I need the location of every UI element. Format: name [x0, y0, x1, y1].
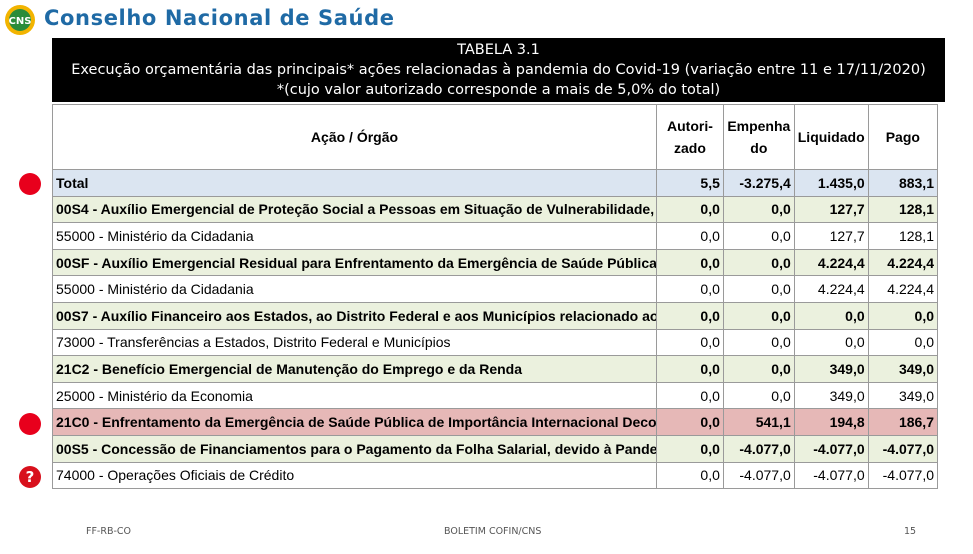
cell-autorizado: 0,0 — [656, 328, 724, 357]
cell-liquidado: 194,8 — [793, 408, 869, 436]
cell-autorizado: 0,0 — [656, 275, 724, 303]
table-row: 00S7 - Auxílio Financeiro aos Estados, a… — [52, 301, 939, 330]
table-header-row: Ação / Órgão Autori-zado Empenha do Liqui… — [52, 104, 939, 170]
cell-liquidado: 4.224,4 — [793, 275, 869, 303]
cell-pago: 0,0 — [867, 328, 939, 357]
row-label: 25000 - Ministério da Economia — [52, 381, 657, 410]
cell-autorizado: 0,0 — [656, 408, 724, 436]
cell-liquidado: 0,0 — [793, 301, 869, 330]
table-row: 21C2 - Benefício Emergencial de Manutenç… — [52, 355, 939, 383]
table-number: TABELA 3.1 — [457, 42, 540, 58]
cell-pago: 128,1 — [867, 222, 939, 250]
table-note: *(cujo valor autorizado corresponde a ma… — [276, 82, 721, 98]
cell-autorizado: 0,0 — [656, 248, 724, 277]
row-label: 00S7 - Auxílio Financeiro aos Estados, a… — [52, 301, 657, 330]
cell-empenhado: 0,0 — [722, 381, 795, 410]
col-autorizado-header: Autori-zado — [656, 104, 724, 170]
row-label: 73000 - Transferências a Estados, Distri… — [52, 328, 657, 357]
col-liquidado-header: Liquidado — [793, 104, 869, 170]
table-row: 55000 - Ministério da Cidadania 0,0 0,0 … — [52, 222, 939, 250]
logo-text: CNS — [9, 16, 32, 27]
row-label: 21C0 - Enfrentamento da Emergência de Sa… — [52, 408, 657, 436]
cell-liquidado: -4.077,0 — [793, 434, 869, 463]
cell-pago: 4.224,4 — [867, 275, 939, 303]
question-mark-icon: ? — [19, 466, 41, 488]
table-row: 73000 - Transferências a Estados, Distri… — [52, 328, 939, 357]
footer-left: FF-RB-CO — [86, 526, 132, 537]
cell-empenhado: 0,0 — [722, 301, 795, 330]
site-title: Conselho Nacional de Saúde — [44, 6, 395, 30]
table-row: 74000 - Operações Oficiais de Crédito 0,… — [52, 461, 939, 490]
cell-empenhado: -3.275,4 — [722, 169, 795, 197]
cell-pago: 0,0 — [867, 301, 939, 330]
table-row: 25000 - Ministério da Economia 0,0 0,0 3… — [52, 381, 939, 410]
cell-liquidado: 349,0 — [793, 355, 869, 383]
table-row: 00SF - Auxílio Emergencial Residual para… — [52, 248, 939, 277]
row-label: 00S4 - Auxílio Emergencial de Proteção S… — [52, 195, 657, 224]
cell-autorizado: 0,0 — [656, 434, 724, 463]
row-label: 55000 - Ministério da Cidadania — [52, 275, 657, 303]
row-label: Total — [52, 169, 657, 197]
row-label: 21C2 - Benefício Emergencial de Manutenç… — [52, 355, 657, 383]
cell-empenhado: 0,0 — [722, 355, 795, 383]
red-marker-dot-icon — [19, 173, 41, 195]
cns-logo: CNS — [5, 5, 35, 35]
col-pago-header: Pago — [867, 104, 939, 170]
cell-pago: 349,0 — [867, 355, 939, 383]
table-row-total: Total 5,5 -3.275,4 1.435,0 883,1 — [52, 169, 939, 197]
cell-liquidado: 4.224,4 — [793, 248, 869, 277]
cell-empenhado: -4.077,0 — [722, 434, 795, 463]
footer-center: BOLETIM COFIN/CNS — [444, 526, 542, 537]
cell-pago: 883,1 — [867, 169, 939, 197]
cell-empenhado: -4.077,0 — [722, 461, 795, 490]
cell-autorizado: 0,0 — [656, 222, 724, 250]
cell-autorizado: 0,0 — [656, 195, 724, 224]
page-number: 15 — [904, 526, 917, 537]
table-title-box: TABELA 3.1 Execução orçamentária das pri… — [52, 38, 945, 102]
table-description: Execução orçamentária das principais* aç… — [71, 62, 926, 78]
cell-autorizado: 0,0 — [656, 355, 724, 383]
table-row: 55000 - Ministério da Cidadania 0,0 0,0 … — [52, 275, 939, 303]
cell-empenhado: 0,0 — [722, 328, 795, 357]
cell-liquidado: 127,7 — [793, 195, 869, 224]
cell-liquidado: 1.435,0 — [793, 169, 869, 197]
cell-empenhado: 541,1 — [722, 408, 795, 436]
cell-pago: -4.077,0 — [867, 434, 939, 463]
cell-autorizado: 0,0 — [656, 381, 724, 410]
row-label: 55000 - Ministério da Cidadania — [52, 222, 657, 250]
table-row-highlighted: 21C0 - Enfrentamento da Emergência de Sa… — [52, 408, 939, 436]
row-label: 00SF - Auxílio Emergencial Residual para… — [52, 248, 657, 277]
cell-autorizado: 0,0 — [656, 461, 724, 490]
row-label: 74000 - Operações Oficiais de Crédito — [52, 461, 657, 490]
cell-empenhado: 0,0 — [722, 248, 795, 277]
table-row: 00S4 - Auxílio Emergencial de Proteção S… — [52, 195, 939, 224]
cell-empenhado: 0,0 — [722, 195, 795, 224]
cell-pago: -4.077,0 — [867, 461, 939, 490]
cell-liquidado: 0,0 — [793, 328, 869, 357]
cell-pago: 349,0 — [867, 381, 939, 410]
cell-empenhado: 0,0 — [722, 222, 795, 250]
cell-liquidado: -4.077,0 — [793, 461, 869, 490]
col-empenhado-header: Empenha do — [722, 104, 795, 170]
cell-pago: 186,7 — [867, 408, 939, 436]
budget-table: Ação / Órgão Autori-zado Empenha do Liqui… — [52, 104, 939, 490]
red-marker-dot-icon — [19, 413, 41, 435]
cell-autorizado: 0,0 — [656, 301, 724, 330]
cell-empenhado: 0,0 — [722, 275, 795, 303]
cell-liquidado: 349,0 — [793, 381, 869, 410]
cell-pago: 4.224,4 — [867, 248, 939, 277]
row-label: 00S5 - Concessão de Financiamentos para … — [52, 434, 657, 463]
table-row: 00S5 - Concessão de Financiamentos para … — [52, 434, 939, 463]
cell-liquidado: 127,7 — [793, 222, 869, 250]
cell-autorizado: 5,5 — [656, 169, 724, 197]
col-acao-header: Ação / Órgão — [52, 104, 657, 170]
cell-pago: 128,1 — [867, 195, 939, 224]
